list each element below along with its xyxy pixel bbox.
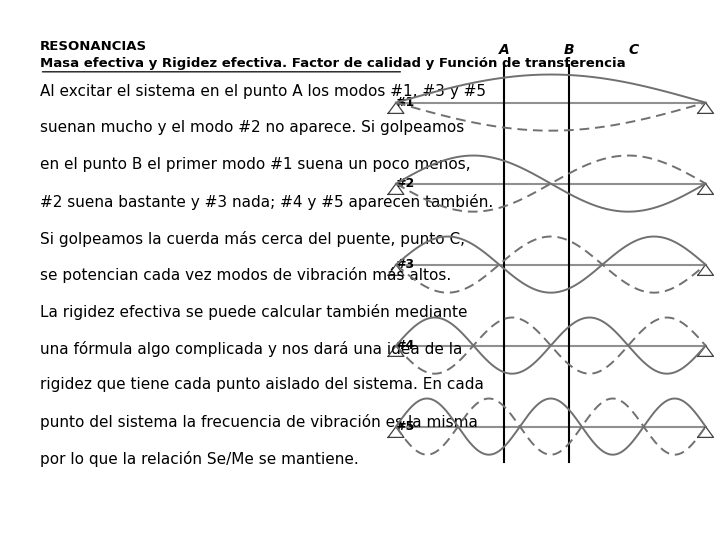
- Text: suenan mucho y el modo #2 no aparece. Si golpeamos: suenan mucho y el modo #2 no aparece. Si…: [40, 120, 464, 136]
- Text: #4: #4: [395, 339, 414, 352]
- Text: se potencian cada vez modos de vibración más altos.: se potencian cada vez modos de vibración…: [40, 267, 451, 284]
- Text: una fórmula algo complicada y nos dará una idea de la: una fórmula algo complicada y nos dará u…: [40, 341, 462, 357]
- Text: La rigidez efectiva se puede calcular también mediante: La rigidez efectiva se puede calcular ta…: [40, 304, 467, 320]
- Text: punto del sistema la frecuencia de vibración es la misma: punto del sistema la frecuencia de vibra…: [40, 414, 477, 430]
- Text: Masa efectiva y Rigidez efectiva. Factor de calidad y Función de transferencia: Masa efectiva y Rigidez efectiva. Factor…: [40, 57, 625, 70]
- Text: B: B: [564, 43, 574, 57]
- Text: Al excitar el sistema en el punto A los modos #1, #3 y #5: Al excitar el sistema en el punto A los …: [40, 84, 485, 99]
- Text: #1: #1: [395, 96, 414, 109]
- Text: por lo que la relación Se/Me se mantiene.: por lo que la relación Se/Me se mantiene…: [40, 451, 359, 467]
- Text: #2: #2: [395, 177, 414, 190]
- Text: rigidez que tiene cada punto aislado del sistema. En cada: rigidez que tiene cada punto aislado del…: [40, 377, 483, 393]
- Text: #2 suena bastante y #3 nada; #4 y #5 aparecen también.: #2 suena bastante y #3 nada; #4 y #5 apa…: [40, 194, 493, 210]
- Text: Si golpeamos la cuerda más cerca del puente, punto C,: Si golpeamos la cuerda más cerca del pue…: [40, 231, 464, 247]
- Text: C: C: [629, 43, 639, 57]
- Text: en el punto B el primer modo #1 suena un poco menos,: en el punto B el primer modo #1 suena un…: [40, 157, 470, 172]
- Text: A: A: [499, 43, 509, 57]
- Text: RESONANCIAS: RESONANCIAS: [40, 40, 147, 53]
- Text: #5: #5: [395, 420, 414, 433]
- Text: #3: #3: [395, 258, 414, 271]
